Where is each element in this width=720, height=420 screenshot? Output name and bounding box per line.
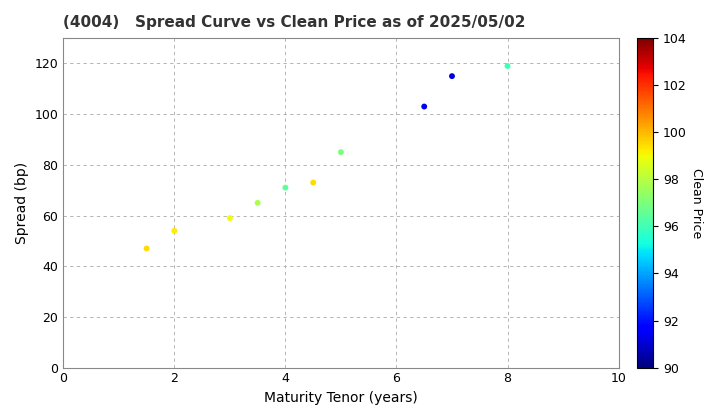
Point [224, 215, 235, 221]
Point [502, 63, 513, 69]
Point [141, 245, 153, 252]
Point [446, 73, 458, 79]
X-axis label: Maturity Tenor (years): Maturity Tenor (years) [264, 391, 418, 405]
Y-axis label: Spread (bp): Spread (bp) [15, 162, 29, 244]
Point [279, 184, 291, 191]
Point [336, 149, 347, 155]
Y-axis label: Clean Price: Clean Price [690, 168, 703, 238]
Point [168, 227, 180, 234]
Text: (4004)   Spread Curve vs Clean Price as of 2025/05/02: (4004) Spread Curve vs Clean Price as of… [63, 15, 526, 30]
Point [418, 103, 430, 110]
Point [252, 200, 264, 206]
Point [307, 179, 319, 186]
